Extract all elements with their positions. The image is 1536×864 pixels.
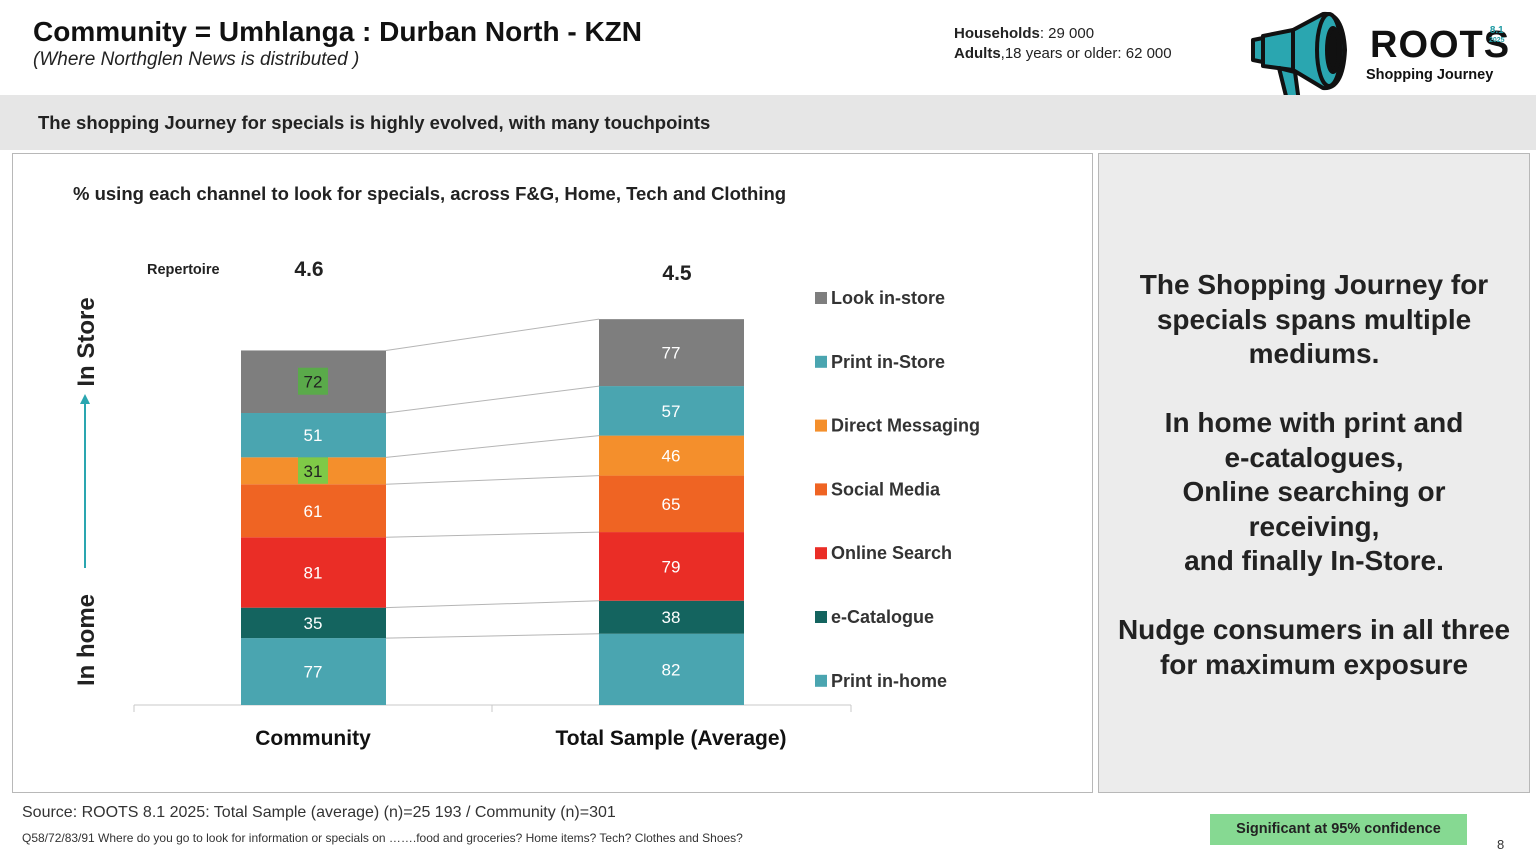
legend-swatch <box>815 483 827 496</box>
insight-line: The Shopping Journey for <box>1139 269 1489 300</box>
data-label: 77 <box>662 344 681 363</box>
data-label: 65 <box>662 495 681 514</box>
adults-stat: Adults,18 years or older: 62 000 <box>954 45 1172 62</box>
data-label: 46 <box>662 447 681 466</box>
insight-line: and finally In-Store. <box>1184 545 1444 576</box>
megaphone-icon <box>1251 11 1347 104</box>
insight-line: receiving, <box>1248 510 1380 542</box>
bar-segment <box>599 532 744 601</box>
logo-version: 8.1 2025 <box>1489 26 1505 46</box>
headline-banner <box>0 95 1536 150</box>
insight-line: In home with print and <box>1164 407 1464 438</box>
data-label: 81 <box>304 563 323 582</box>
data-label: 82 <box>662 660 681 679</box>
chart-title: % using each channel to look for special… <box>73 183 786 204</box>
bar-segment <box>241 484 386 538</box>
data-label: 79 <box>662 557 681 576</box>
insight-line: mediums. <box>1248 338 1380 369</box>
bar-segment <box>241 638 386 705</box>
page-title: Community = Umhlanga : Durban North - KZ… <box>33 16 642 47</box>
side-label-in-home: In home <box>73 594 100 686</box>
data-label: 61 <box>304 502 323 521</box>
connector-line <box>385 600 600 609</box>
insight-panel <box>1098 153 1530 793</box>
households-stat: Households: 29 000 <box>954 25 1094 42</box>
bar-segment <box>599 319 744 387</box>
legend-label: e-Catalogue <box>831 607 934 627</box>
connector-line <box>385 531 600 538</box>
adults-label: Adults <box>954 45 1001 62</box>
legend-label: Social Media <box>831 479 941 499</box>
insight-line: e-catalogues, <box>1224 441 1404 473</box>
page-subtitle: (Where Northglen News is distributed ) <box>33 49 360 70</box>
legend-label: Online Search <box>831 543 952 563</box>
legend-swatch <box>815 355 827 368</box>
logo-wordmark: ROOTS <box>1370 24 1511 66</box>
page-number: 8 <box>1497 837 1505 852</box>
legend-swatch <box>815 292 827 304</box>
bar-segment <box>599 600 744 634</box>
up-arrow-icon <box>80 394 90 404</box>
category-label: Community <box>255 727 371 750</box>
stacked-bar-chart: % using each channel to look for special… <box>73 183 980 750</box>
headline-text: The shopping Journey for specials is hig… <box>38 112 711 133</box>
chart-panel <box>12 153 1093 793</box>
repertoire-value: 4.5 <box>662 262 692 285</box>
data-label: 38 <box>662 608 681 627</box>
connector-line <box>385 633 600 639</box>
logo-subtitle: Shopping Journey <box>1366 67 1494 83</box>
bar-segment <box>599 386 744 436</box>
bar-segment <box>241 537 386 608</box>
insight-line <box>1100 372 1528 407</box>
category-label: Total Sample (Average) <box>555 727 786 750</box>
insight-line: for maximum exposure <box>1159 648 1469 680</box>
bar-segment <box>599 475 744 533</box>
bar-segment <box>599 435 744 476</box>
connector-line <box>385 435 600 458</box>
data-label: 51 <box>304 426 323 445</box>
insight-line: specials spans multiple <box>1156 303 1472 335</box>
repertoire-label: Repertoire <box>147 262 220 278</box>
households-value: : 29 000 <box>1039 25 1095 42</box>
data-label: 31 <box>304 462 323 481</box>
data-label: 77 <box>304 663 323 682</box>
insight-line: Nudge consumers in all three <box>1117 614 1511 645</box>
data-label: 72 <box>304 373 323 392</box>
side-label-in-store: In Store <box>73 297 100 386</box>
connector-line <box>385 318 600 351</box>
insight-line: Online searching or <box>1182 476 1446 507</box>
legend-swatch <box>815 547 827 560</box>
connector-line <box>385 385 600 414</box>
question-note: Q58/72/83/91 Where do you go to look for… <box>22 831 743 845</box>
data-label: 57 <box>662 402 681 421</box>
households-label: Households <box>954 25 1040 42</box>
source-note: Source: ROOTS 8.1 2025: Total Sample (av… <box>22 804 616 821</box>
connector-line <box>385 475 600 485</box>
logo-version-year: 2025 <box>1489 37 1505 44</box>
legend-label: Direct Messaging <box>831 416 980 436</box>
legend-label: Look in-store <box>831 288 945 308</box>
bar-segment <box>599 633 744 705</box>
bar-segment <box>241 607 386 639</box>
significance-badge: Significant at 95% confidence <box>1210 814 1467 845</box>
legend-swatch <box>815 674 827 687</box>
data-label: 35 <box>304 614 323 633</box>
legend-label: Print in-Store <box>831 352 945 372</box>
bar-segment <box>241 413 386 458</box>
adults-value: ,18 years or older: 62 000 <box>1000 45 1172 62</box>
insight-line <box>1100 579 1528 614</box>
significance-highlight <box>298 456 328 484</box>
legend-label: Print in-home <box>831 671 947 691</box>
logo-version-major: 8.1 <box>1489 25 1504 36</box>
significance-highlight <box>298 367 328 395</box>
legend-swatch <box>815 611 827 623</box>
repertoire-value: 4.6 <box>294 258 323 281</box>
legend-swatch <box>815 419 827 432</box>
insight-text: The Shopping Journey for specials spans m… <box>1100 268 1528 682</box>
